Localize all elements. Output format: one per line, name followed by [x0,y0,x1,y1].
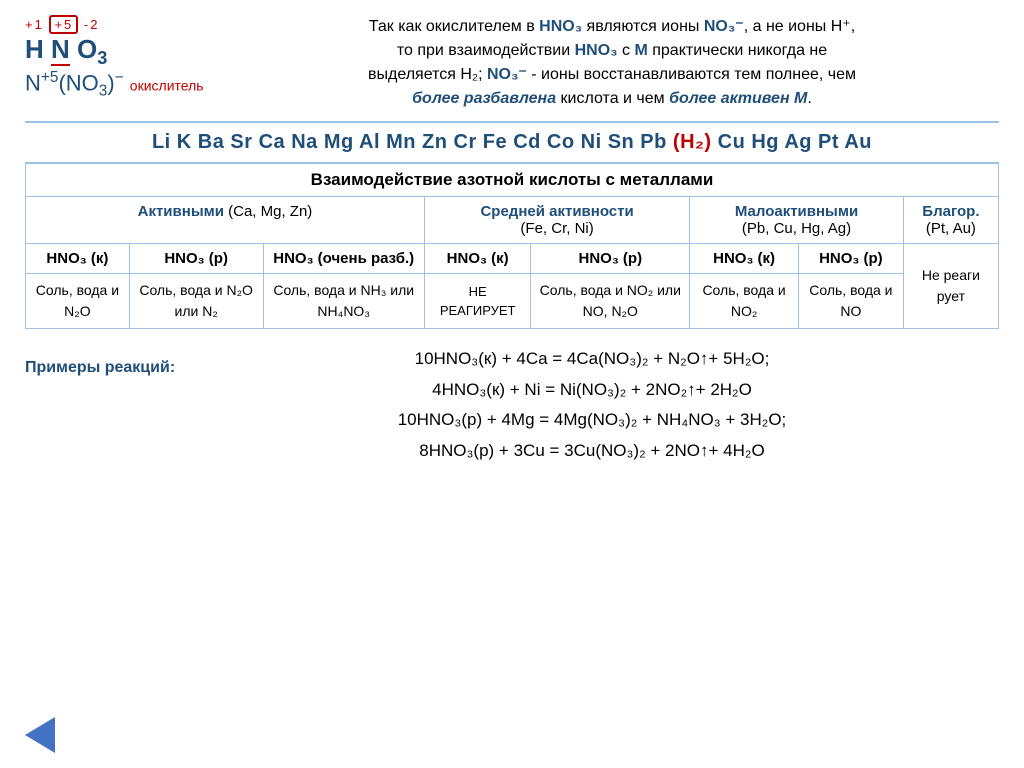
acid-headers-row: HNO₃ (к) HNO₃ (р) HNO₃ (очень разб.) HNO… [26,244,999,274]
acid-header-0: HNO₃ (к) [26,244,130,274]
acid-header-1: HNO₃ (р) [129,244,263,274]
back-arrow-icon[interactable] [25,717,55,753]
acid-header-3: HNO₃ (к) [424,244,530,274]
main-formula: H N O3 [25,34,225,69]
oxidizer-label: окислитель [130,78,204,94]
reaction-table: Взаимодействие азотной кислоты с металла… [25,164,999,329]
product-5: Соль, вода и NO₂ [690,274,799,329]
examples-section: Примеры реакций: 10HNO₃(к) + 4Ca = 4Ca(N… [25,344,999,466]
products-row: Соль, вода и N₂O Соль, вода и N₂O или N₂… [26,274,999,329]
group-medium: Средней активности(Fe, Cr, Ni) [424,197,689,244]
product-noble: Не реаги рует [903,244,998,329]
acid-header-2: HNO₃ (очень разб.) [263,244,424,274]
group-active: Активными (Ca, Mg, Zn) [26,197,425,244]
product-2: Соль, вода и NH₃ или NH₄NO₃ [263,274,424,329]
group-low: Малоактивными(Pb, Cu, Hg, Ag) [690,197,904,244]
table-title: Взаимодействие азотной кислоты с металла… [26,164,999,197]
formula-block: +1 +5 -2 H N O3 N+5(NO3)− окислитель [25,15,225,111]
examples-equations: 10HNO₃(к) + 4Ca = 4Ca(NO₃)₂ + N₂O↑+ 5H₂O… [185,344,999,466]
top-section: +1 +5 -2 H N O3 N+5(NO3)− окислитель Так… [25,15,999,111]
acid-header-6: HNO₃ (р) [798,244,903,274]
group-noble: Благор.(Pt, Au) [903,197,998,244]
eq1: 10HNO₃(к) + 4Ca = 4Ca(NO₃)₂ + N₂O↑+ 5H₂O… [185,344,999,375]
oxidation-states: +1 +5 -2 [25,15,225,34]
examples-label: Примеры реакций: [25,344,185,466]
eq4: 8HNO₃(р) + 3Cu = 3Cu(NO₃)₂ + 2NO↑+ 4H₂O [185,436,999,467]
product-3: Не реагирует [424,274,530,329]
group-headers-row: Активными (Ca, Mg, Zn) Средней активност… [26,197,999,244]
ion-formula: N+5(NO3)− окислитель [25,69,225,101]
explanation-text: Так как окислителем в HNO₃ являются ионы… [225,15,999,111]
product-0: Соль, вода и N₂O [26,274,130,329]
product-4: Соль, вода и NO₂ или NO, N₂O [531,274,690,329]
acid-header-5: HNO₃ (к) [690,244,799,274]
product-6: Соль, вода и NO [798,274,903,329]
eq3: 10HNO₃(р) + 4Mg = 4Mg(NO₃)₂ + NH₄NO₃ + 3… [185,405,999,436]
product-1: Соль, вода и N₂O или N₂ [129,274,263,329]
activity-series: Li K Ba Sr Ca Na Mg Al Mn Zn Cr Fe Cd Co… [25,121,999,164]
eq2: 4HNO₃(к) + Ni = Ni(NO₃)₂ + 2NO₂↑+ 2H₂O [185,375,999,406]
acid-header-4: HNO₃ (р) [531,244,690,274]
